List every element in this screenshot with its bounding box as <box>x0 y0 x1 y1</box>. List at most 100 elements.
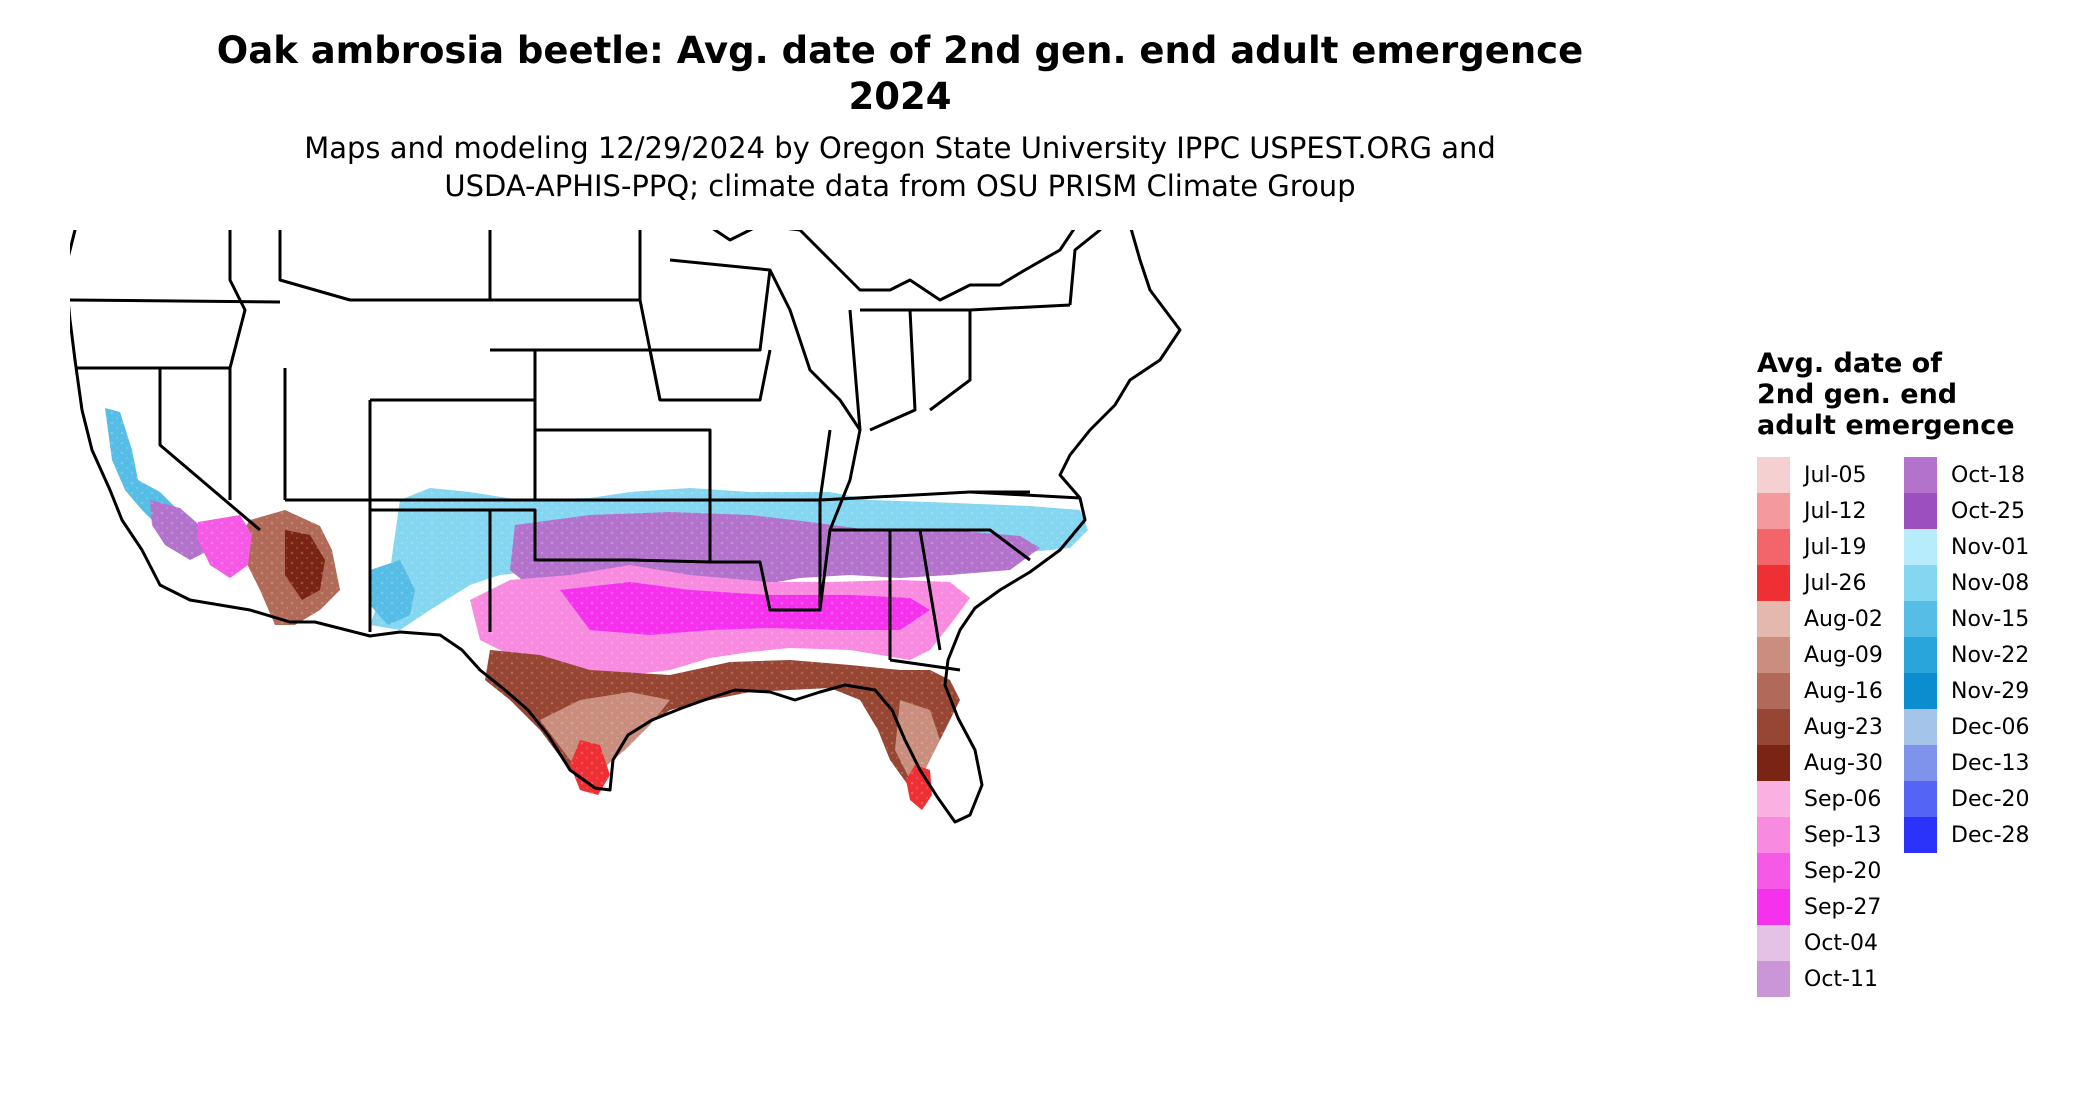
legend-swatch <box>1757 601 1790 637</box>
legend-item: Sep-20 <box>1757 853 1883 889</box>
legend-label: Aug-30 <box>1804 750 1883 776</box>
legend-item: Nov-22 <box>1904 637 2030 673</box>
legend-item: Nov-08 <box>1904 565 2030 601</box>
legend-label: Dec-20 <box>1951 786 2030 812</box>
legend-item: Jul-05 <box>1757 457 1883 493</box>
legend-label: Aug-23 <box>1804 714 1883 740</box>
legend-swatch <box>1904 637 1937 673</box>
legend-swatch <box>1757 565 1790 601</box>
legend-item: Dec-13 <box>1904 745 2030 781</box>
legend-swatch <box>1757 709 1790 745</box>
legend-swatch <box>1757 745 1790 781</box>
legend-column-1: Jul-05 Jul-12 Jul-19 Jul-26 Aug-02 Aug-0… <box>1757 457 1883 997</box>
legend-swatch <box>1757 961 1790 997</box>
legend-label: Oct-25 <box>1951 498 2025 524</box>
legend-swatch <box>1904 673 1937 709</box>
legend-label: Dec-28 <box>1951 822 2030 848</box>
border-mn-ia <box>650 258 772 352</box>
legend-swatch <box>1904 601 1937 637</box>
legend-item: Aug-30 <box>1757 745 1883 781</box>
legend-item: Nov-29 <box>1904 673 2030 709</box>
border-nv-ca <box>158 368 261 532</box>
border-mississippi <box>768 269 862 611</box>
legend-item: Jul-26 <box>1757 565 1883 601</box>
legend-label: Aug-09 <box>1804 642 1883 668</box>
legend-item: Jul-12 <box>1757 493 1883 529</box>
legend-label: Oct-18 <box>1951 462 2025 488</box>
legend-label: Aug-16 <box>1804 678 1883 704</box>
legend: Avg. date of 2nd gen. end adult emergenc… <box>1757 348 2087 1017</box>
legend-label: Sep-13 <box>1804 822 1882 848</box>
legend-swatch <box>1757 673 1790 709</box>
legend-label: Nov-01 <box>1951 534 2030 560</box>
legend-item: Sep-27 <box>1757 889 1883 925</box>
legend-item: Aug-09 <box>1757 637 1883 673</box>
legend-item: Jul-19 <box>1757 529 1883 565</box>
legend-item: Aug-02 <box>1757 601 1883 637</box>
legend-label: Nov-29 <box>1951 678 2030 704</box>
legend-label: Jul-26 <box>1804 570 1867 596</box>
border-nc-sc <box>920 528 1031 562</box>
legend-swatch <box>1904 709 1937 745</box>
legend-swatch <box>1904 817 1937 853</box>
legend-item: Sep-06 <box>1757 781 1883 817</box>
map-subtitle: Maps and modeling 12/29/2024 by Oregon S… <box>304 131 1496 203</box>
legend-swatch <box>1757 529 1790 565</box>
legend-swatch <box>1757 637 1790 673</box>
legend-item: Oct-11 <box>1757 961 1883 997</box>
legend-swatch <box>1757 817 1790 853</box>
legend-item: Sep-13 <box>1757 817 1883 853</box>
legend-label: Dec-06 <box>1951 714 2030 740</box>
border-new-england <box>1068 230 1102 306</box>
legend-swatch <box>1757 925 1790 961</box>
border-va-nc <box>969 490 1081 500</box>
border-in-oh <box>860 308 917 432</box>
legend-label: Jul-05 <box>1804 462 1867 488</box>
legend-swatch <box>1904 781 1937 817</box>
legend-swatch <box>1757 457 1790 493</box>
border-il-in <box>848 309 862 431</box>
legend-title: Avg. date of 2nd gen. end adult emergenc… <box>1757 348 2015 441</box>
border-ar-la <box>710 500 822 612</box>
emergence-zones <box>70 230 1490 1110</box>
legend-label: Sep-20 <box>1804 858 1882 884</box>
legend-item: Nov-01 <box>1904 529 2030 565</box>
border-wa-or <box>70 298 281 304</box>
legend-label: Jul-19 <box>1804 534 1867 560</box>
map-title: Oak ambrosia beetle: Avg. date of 2nd ge… <box>216 29 1584 118</box>
legend-swatch <box>1904 457 1937 493</box>
border-mt-wy <box>278 230 490 302</box>
border-ia-mo <box>648 349 772 402</box>
legend-label: Sep-27 <box>1804 894 1882 920</box>
us-map <box>70 230 1490 1110</box>
legend-swatch <box>1757 781 1790 817</box>
border-ok-tx <box>490 500 712 564</box>
legend-item: Aug-23 <box>1757 709 1883 745</box>
legend-label: Oct-04 <box>1804 930 1878 956</box>
legend-label: Jul-12 <box>1804 498 1867 524</box>
legend-item: Oct-25 <box>1904 493 2030 529</box>
legend-item: Dec-28 <box>1904 817 2030 853</box>
legend-item: Dec-06 <box>1904 709 2030 745</box>
legend-swatch <box>1757 853 1790 889</box>
legend-label: Nov-15 <box>1951 606 2030 632</box>
legend-item: Aug-16 <box>1757 673 1883 709</box>
legend-item: Nov-15 <box>1904 601 2030 637</box>
legend-label: Oct-11 <box>1804 966 1878 992</box>
legend-label: Aug-02 <box>1804 606 1883 632</box>
border-pa-ny <box>969 303 1071 312</box>
legend-swatch <box>1757 889 1790 925</box>
legend-swatch <box>1904 493 1937 529</box>
legend-item: Oct-18 <box>1904 457 2030 493</box>
legend-swatch <box>1904 745 1937 781</box>
legend-item: Dec-20 <box>1904 781 2030 817</box>
legend-item: Oct-04 <box>1757 925 1883 961</box>
border-id-west <box>228 230 247 500</box>
legend-swatch <box>1904 565 1937 601</box>
state-boundaries <box>70 230 1182 824</box>
legend-label: Sep-06 <box>1804 786 1882 812</box>
border-oh-pa <box>910 308 972 412</box>
legend-swatch <box>1757 493 1790 529</box>
legend-swatch <box>1904 529 1937 565</box>
border-ga-fl <box>889 658 961 672</box>
